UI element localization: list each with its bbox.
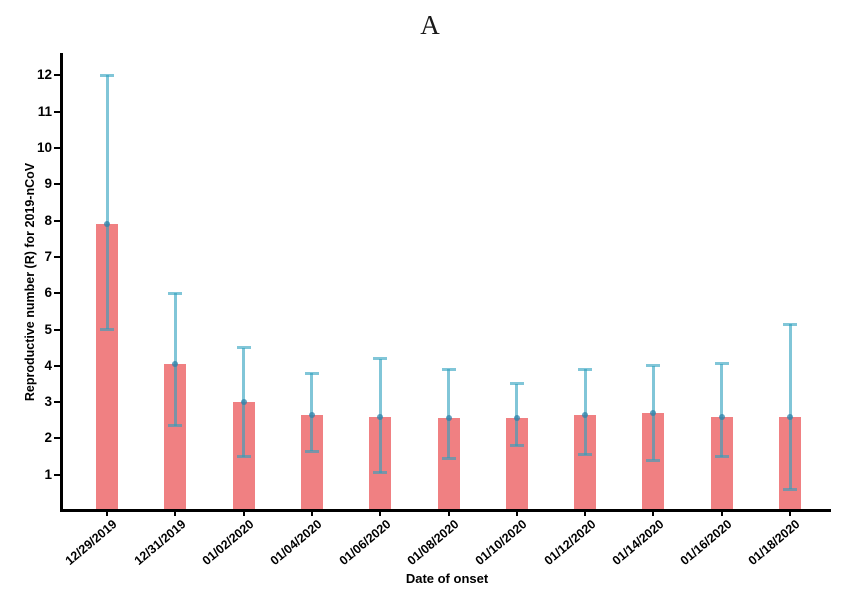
- y-tick-label: 12: [36, 67, 52, 83]
- x-tick-mark: [789, 512, 791, 516]
- bar: [574, 414, 597, 512]
- error-bar-cap-bottom: [578, 453, 593, 457]
- y-tick-label: 11: [37, 103, 52, 119]
- y-tick-mark: [54, 328, 60, 331]
- y-tick-mark: [54, 219, 60, 222]
- y-tick-mark: [54, 292, 60, 295]
- error-bar-cap-bottom: [373, 471, 388, 475]
- error-bar-cap-top: [714, 362, 729, 366]
- x-tick-mark: [379, 512, 382, 516]
- error-bar-cap-bottom: [304, 449, 319, 453]
- error-bar-line: [720, 363, 724, 457]
- bar: [505, 418, 528, 512]
- point-estimate-dot: [582, 411, 589, 418]
- error-bar-cap-bottom: [783, 487, 797, 491]
- x-tick-mark: [106, 512, 108, 516]
- error-bar-line: [173, 293, 177, 426]
- x-tick-mark: [584, 512, 587, 516]
- y-tick-mark: [54, 110, 60, 113]
- y-tick-label: 3: [44, 394, 52, 410]
- error-bar-cap-top: [783, 322, 797, 326]
- point-estimate-dot: [308, 411, 315, 418]
- y-tick-mark: [54, 437, 60, 440]
- bar: [710, 416, 733, 512]
- chart-title: A: [420, 10, 440, 40]
- error-bar-line: [788, 324, 792, 490]
- y-tick-label: 1: [44, 466, 52, 482]
- error-bar-cap-bottom: [509, 444, 524, 448]
- x-tick-mark: [174, 512, 177, 516]
- x-tick-label: 01/06/2020: [336, 517, 394, 568]
- x-axis-label: Date of onset: [405, 571, 489, 586]
- bar: [642, 412, 665, 512]
- x-tick-mark: [447, 512, 450, 516]
- y-tick-label: 6: [44, 285, 52, 301]
- y-tick-mark: [54, 147, 60, 149]
- point-estimate-dot: [240, 399, 247, 406]
- error-bar-cap-bottom: [441, 456, 456, 460]
- error-bar-cap-top: [236, 346, 251, 350]
- y-tick-label: 8: [44, 212, 52, 228]
- x-tick-mark: [310, 512, 313, 516]
- y-tick-label: 4: [44, 357, 52, 373]
- y-tick-mark: [54, 183, 60, 186]
- y-tick-label: 9: [44, 176, 52, 192]
- error-bar-cap-top: [168, 291, 183, 295]
- x-tick-mark: [515, 512, 518, 516]
- point-estimate-dot: [445, 415, 452, 422]
- x-tick-label: 01/08/2020: [404, 517, 462, 568]
- x-tick-label: 01/10/2020: [472, 517, 530, 568]
- y-tick-mark: [54, 364, 60, 367]
- point-estimate-dot: [718, 413, 725, 420]
- bar: [300, 414, 323, 512]
- y-tick-label: 7: [44, 248, 52, 264]
- x-tick-label: 01/12/2020: [541, 517, 599, 568]
- error-bar-cap-bottom: [236, 455, 251, 459]
- error-bar-cap-top: [646, 364, 661, 368]
- x-tick-label: 12/29/2019: [63, 517, 120, 568]
- y-tick-label: 10: [36, 140, 52, 155]
- y-tick-mark: [54, 473, 60, 476]
- error-bar-cap-top: [373, 357, 388, 361]
- error-bar-line: [105, 75, 109, 330]
- error-bar-cap-top: [509, 382, 524, 386]
- error-bar-cap-top: [578, 367, 593, 371]
- bar: [164, 363, 187, 512]
- point-estimate-dot: [650, 409, 657, 416]
- y-axis-line: [60, 53, 63, 512]
- y-tick-label: 2: [44, 430, 52, 446]
- x-tick-label: 12/31/2019: [131, 517, 189, 568]
- error-bar-line: [447, 369, 450, 459]
- x-tick-mark: [720, 512, 723, 516]
- error-bar-cap-bottom: [646, 458, 661, 462]
- y-tick-label: 5: [44, 321, 52, 337]
- point-estimate-dot: [377, 413, 384, 420]
- x-tick-label: 01/16/2020: [677, 517, 735, 568]
- x-axis-line: [60, 509, 831, 512]
- x-tick-label: 01/04/2020: [267, 517, 325, 568]
- point-estimate-dot: [513, 415, 520, 422]
- x-tick-label: 01/14/2020: [609, 517, 667, 568]
- point-estimate-dot: [787, 413, 793, 420]
- error-bar-cap-bottom: [168, 424, 183, 428]
- x-tick-mark: [652, 512, 655, 516]
- y-tick-mark: [54, 401, 60, 404]
- error-bar-cap-top: [441, 367, 456, 371]
- y-tick-mark: [54, 255, 60, 258]
- y-tick-mark: [54, 74, 60, 77]
- point-estimate-dot: [104, 221, 110, 228]
- bar: [96, 224, 118, 512]
- x-tick-label: 01/02/2020: [199, 517, 257, 568]
- error-bar-cap-top: [304, 371, 319, 375]
- point-estimate-dot: [172, 360, 179, 367]
- bar: [437, 418, 460, 512]
- error-bar-cap-bottom: [714, 455, 729, 459]
- x-tick-label: 01/18/2020: [746, 517, 803, 568]
- error-bar-cap-bottom: [100, 328, 114, 331]
- error-bar-line: [515, 383, 519, 446]
- x-tick-mark: [242, 512, 245, 516]
- error-bar-cap-top: [100, 73, 114, 77]
